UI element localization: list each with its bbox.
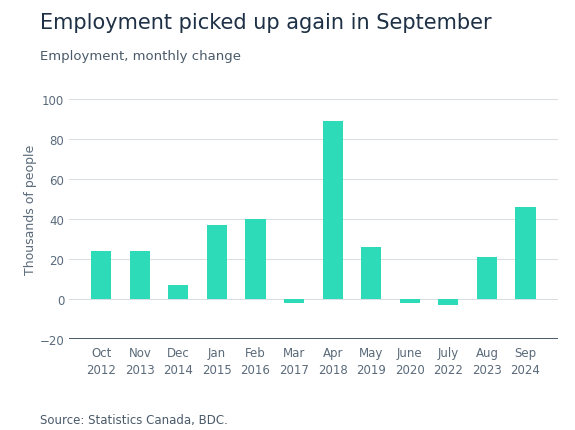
Bar xyxy=(207,226,227,300)
Text: Employment picked up again in September: Employment picked up again in September xyxy=(40,13,492,33)
Bar xyxy=(361,248,381,300)
Bar xyxy=(477,258,497,300)
Bar xyxy=(400,300,420,304)
Y-axis label: Thousands of people: Thousands of people xyxy=(24,144,37,275)
Bar xyxy=(284,300,304,304)
Bar xyxy=(323,122,343,300)
Bar xyxy=(438,300,458,306)
Bar xyxy=(91,252,112,300)
Bar xyxy=(130,252,150,300)
Bar xyxy=(246,220,266,300)
Text: Source: Statistics Canada, BDC.: Source: Statistics Canada, BDC. xyxy=(40,413,228,426)
Bar xyxy=(515,208,535,300)
Text: Employment, monthly change: Employment, monthly change xyxy=(40,49,242,62)
Bar xyxy=(168,286,189,300)
